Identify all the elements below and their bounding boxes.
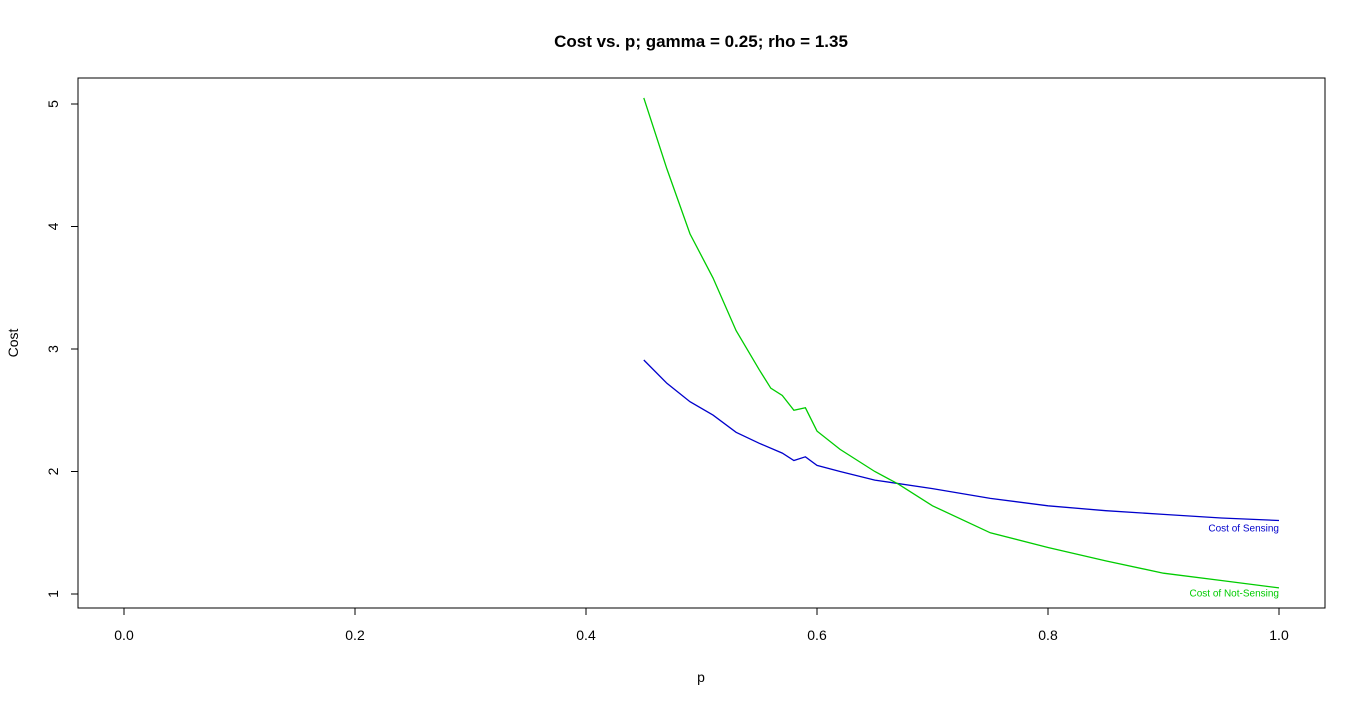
x-tick-label: 0.8 [1038, 627, 1058, 643]
series-layer [643, 97, 1280, 589]
annotation-layer: Cost of Sensing Cost of Not-Sensing [1190, 524, 1280, 600]
series-line-cost-of-not-sensing [643, 97, 1280, 589]
plot-frame [77, 77, 1326, 609]
x-tick-label: 1.0 [1269, 627, 1289, 643]
y-axis: 1 2 3 4 5 [45, 100, 79, 598]
y-tick-label: 3 [45, 345, 61, 353]
x-tick-label: 0.6 [807, 627, 827, 643]
y-tick-label: 4 [45, 222, 61, 230]
y-tick-label: 2 [45, 467, 61, 475]
x-axis-label: p [697, 669, 705, 685]
y-tick-label: 1 [45, 590, 61, 598]
x-tick-label: 0.2 [345, 627, 365, 643]
chart-title: Cost vs. p; gamma = 0.25; rho = 1.35 [554, 32, 848, 51]
x-tick-label: 0.0 [114, 627, 134, 643]
y-axis-label: Cost [5, 329, 21, 358]
y-tick-label: 5 [45, 100, 61, 108]
x-tick-label: 0.4 [576, 627, 596, 643]
series-line-cost-of-sensing [643, 359, 1280, 522]
x-axis: 0.0 0.2 0.4 0.6 0.8 1.0 [114, 607, 1289, 643]
annotation-label: Cost of Sensing [1208, 524, 1279, 535]
annotation-label: Cost of Not-Sensing [1190, 589, 1280, 600]
